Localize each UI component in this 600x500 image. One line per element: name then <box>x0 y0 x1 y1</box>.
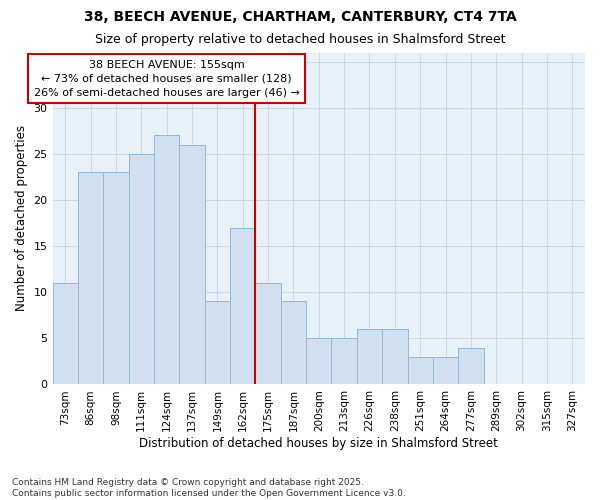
Bar <box>382 329 407 384</box>
Bar <box>103 172 128 384</box>
Bar <box>128 154 154 384</box>
Text: 38 BEECH AVENUE: 155sqm
← 73% of detached houses are smaller (128)
26% of semi-d: 38 BEECH AVENUE: 155sqm ← 73% of detache… <box>34 60 299 98</box>
Text: 38, BEECH AVENUE, CHARTHAM, CANTERBURY, CT4 7TA: 38, BEECH AVENUE, CHARTHAM, CANTERBURY, … <box>83 10 517 24</box>
Bar <box>281 302 306 384</box>
Bar <box>407 357 433 384</box>
Bar <box>230 228 256 384</box>
Text: Size of property relative to detached houses in Shalmsford Street: Size of property relative to detached ho… <box>95 32 505 46</box>
Bar <box>179 144 205 384</box>
Bar <box>357 329 382 384</box>
Bar <box>256 283 281 384</box>
Bar <box>53 283 78 384</box>
Y-axis label: Number of detached properties: Number of detached properties <box>15 126 28 312</box>
Text: Contains HM Land Registry data © Crown copyright and database right 2025.
Contai: Contains HM Land Registry data © Crown c… <box>12 478 406 498</box>
Bar <box>78 172 103 384</box>
X-axis label: Distribution of detached houses by size in Shalmsford Street: Distribution of detached houses by size … <box>139 437 498 450</box>
Bar <box>205 302 230 384</box>
Bar <box>331 338 357 384</box>
Bar <box>433 357 458 384</box>
Bar <box>306 338 331 384</box>
Bar <box>458 348 484 385</box>
Bar <box>154 136 179 384</box>
